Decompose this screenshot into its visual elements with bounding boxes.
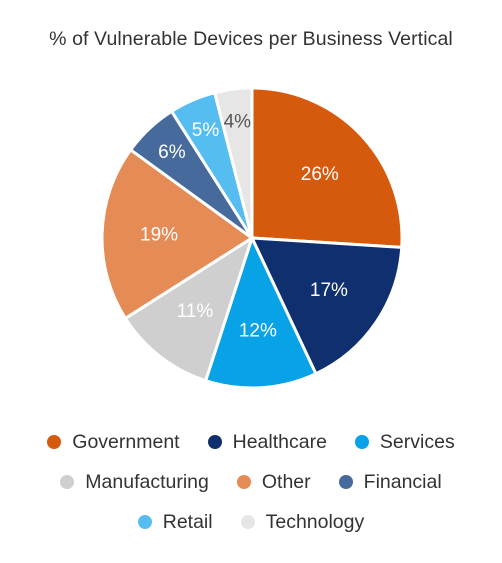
- pie-slice-manufacturing: [123, 236, 254, 383]
- chart-legend: Government Healthcare Services Manufactu…: [0, 422, 502, 542]
- pie-plot-area: 26% 17% 12% 11% 19% 6% 5% 4%: [100, 86, 404, 390]
- pie-label-government: 26%: [301, 164, 339, 185]
- legend-item-manufacturing: Manufacturing: [60, 471, 209, 494]
- legend-row-1: Government Healthcare Services: [0, 422, 502, 462]
- legend-item-services: Services: [354, 430, 455, 454]
- pie-label-other: 19%: [140, 225, 178, 246]
- legend-label-other: Other: [261, 470, 311, 493]
- legend-swatch-retail: [137, 515, 152, 529]
- legend-label-retail: Retail: [162, 510, 213, 533]
- legend-item-retail: Retail: [137, 510, 213, 534]
- legend-label-technology: Technology: [265, 510, 365, 533]
- legend-item-healthcare: Healthcare: [207, 430, 327, 454]
- pie-label-technology: 4%: [224, 111, 252, 132]
- pie-label-services: 12%: [239, 320, 277, 341]
- pie-label-healthcare: 17%: [310, 280, 348, 301]
- legend-label-financial: Financial: [363, 470, 442, 493]
- legend-item-technology: Technology: [240, 510, 365, 534]
- legend-row-2: Manufacturing Other Financial: [0, 462, 502, 502]
- pie-label-manufacturing: 11%: [177, 301, 214, 322]
- chart-title: % of Vulnerable Devices per Business Ver…: [49, 28, 453, 50]
- legend-label-healthcare: Healthcare: [232, 430, 327, 453]
- pie-slice-healthcare: [250, 236, 404, 376]
- legend-swatch-manufacturing: [60, 475, 75, 489]
- legend-label-services: Services: [379, 430, 455, 453]
- legend-item-financial: Financial: [338, 470, 442, 494]
- legend-swatch-other: [236, 475, 251, 489]
- pie-label-financial: 6%: [158, 142, 186, 163]
- legend-swatch-government: [47, 435, 62, 449]
- legend-item-government: Government: [47, 430, 180, 454]
- legend-label-government: Government: [72, 430, 180, 453]
- legend-label-manufacturing: Manufacturing: [85, 470, 209, 493]
- legend-row-3: Retail Technology: [0, 502, 502, 542]
- pie-slice-technology: [213, 86, 254, 240]
- legend-swatch-financial: [338, 475, 353, 489]
- pie-label-retail: 5%: [192, 120, 220, 141]
- legend-swatch-services: [354, 435, 369, 449]
- pie-slices: [100, 86, 404, 390]
- legend-swatch-healthcare: [207, 435, 222, 449]
- legend-item-other: Other: [236, 470, 311, 494]
- pie-slice-government: [250, 86, 404, 249]
- pie-slice-services: [204, 236, 318, 390]
- pie-slice-labels: 26% 17% 12% 11% 19% 6% 5% 4%: [140, 111, 348, 341]
- pie-slice-other: [100, 148, 254, 320]
- legend-swatch-technology: [240, 515, 255, 529]
